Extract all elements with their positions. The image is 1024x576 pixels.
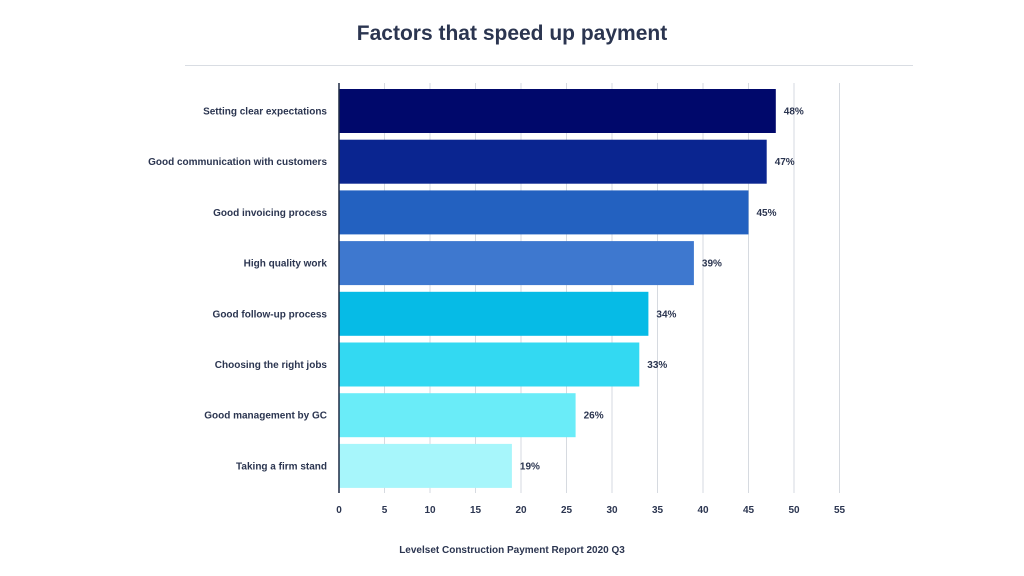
bar [339, 190, 749, 235]
value-label: 48% [784, 107, 804, 118]
x-tick-label: 50 [788, 505, 800, 516]
value-label: 19% [520, 461, 540, 472]
source-note: Levelset Construction Payment Report 202… [399, 545, 625, 556]
x-tick-label: 15 [470, 505, 482, 516]
x-tick-label: 20 [515, 505, 527, 516]
x-tick-labels: 0 5 10 15 20 25 30 35 40 45 50 55 [336, 505, 845, 516]
x-tick-label: 55 [834, 505, 846, 516]
x-tick-label: 35 [652, 505, 664, 516]
category-label: Taking a firm stand [236, 461, 327, 472]
bar [339, 342, 640, 387]
bar [339, 89, 776, 133]
value-label: 47% [775, 157, 795, 168]
category-label: Good invoicing process [213, 208, 327, 219]
x-tick-label: 30 [606, 505, 618, 516]
x-tick-label: 0 [336, 505, 342, 516]
value-label: 33% [647, 360, 667, 371]
x-tick-label: 10 [424, 505, 436, 516]
category-labels: Setting clear expectations Good communica… [148, 107, 327, 473]
x-tick-label: 25 [561, 505, 573, 516]
x-tick-label: 5 [382, 505, 388, 516]
bar [339, 291, 649, 336]
category-label: Good management by GC [204, 411, 327, 422]
title-divider [185, 65, 913, 66]
bar [339, 393, 576, 438]
category-label: Setting clear expectations [203, 107, 327, 118]
value-labels: 48% 47% 45% 39% 34% 33% 26% 19% [520, 107, 804, 473]
value-label: 34% [656, 309, 676, 320]
bar [339, 139, 767, 184]
bar [339, 443, 512, 488]
x-tick-label: 40 [697, 505, 709, 516]
category-label: Good follow-up process [213, 309, 328, 320]
chart-title: Factors that speed up payment [356, 22, 668, 45]
bars [339, 89, 776, 488]
category-label: Good communication with customers [148, 157, 327, 168]
x-tick-label: 45 [743, 505, 755, 516]
category-label: Choosing the right jobs [215, 360, 328, 371]
value-label: 26% [584, 411, 604, 422]
category-label: High quality work [244, 259, 328, 270]
bar [339, 241, 694, 286]
value-label: 39% [702, 259, 722, 270]
value-label: 45% [757, 208, 777, 219]
